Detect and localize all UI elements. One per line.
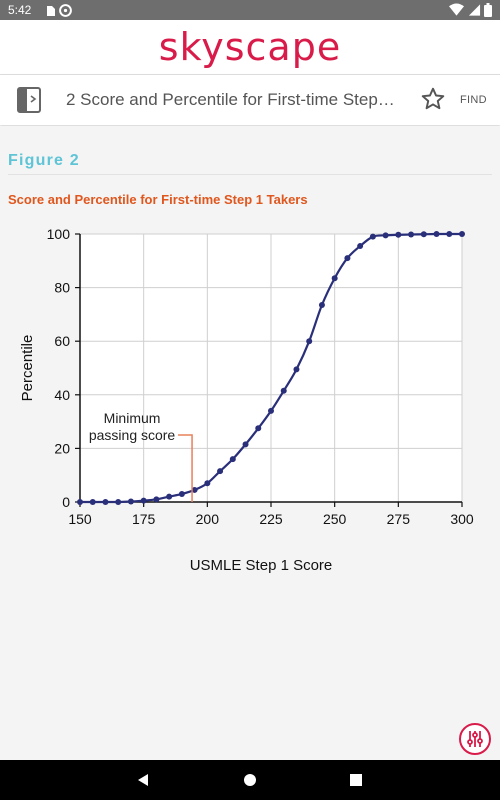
signal-icon <box>468 4 480 16</box>
back-button[interactable] <box>136 773 150 787</box>
data-point <box>318 302 325 309</box>
data-point <box>153 496 160 503</box>
x-tick-label: 275 <box>387 511 411 527</box>
y-tick-label: 0 <box>62 494 70 510</box>
data-point <box>268 407 274 414</box>
content-area: Figure 2 Score and Percentile for First-… <box>0 126 500 760</box>
data-point <box>77 499 83 505</box>
y-tick-label: 80 <box>54 280 70 296</box>
y-tick-label: 20 <box>54 440 70 456</box>
x-tick-label: 150 <box>68 511 92 527</box>
annotation-leader <box>178 434 193 502</box>
figure-divider <box>8 174 492 175</box>
data-point <box>382 232 389 239</box>
data-point <box>357 243 364 250</box>
data-point <box>344 255 351 262</box>
data-point <box>280 387 287 394</box>
data-point <box>217 468 224 475</box>
data-point <box>255 425 262 432</box>
y-tick-label: 40 <box>54 387 70 403</box>
status-bar: 5:42 <box>0 0 500 20</box>
data-point <box>166 493 173 500</box>
data-point <box>420 231 427 238</box>
data-point <box>89 499 96 505</box>
toolbar: 2 Score and Percentile for First-time St… <box>0 75 500 125</box>
data-point <box>229 456 236 463</box>
data-point <box>306 338 313 345</box>
y-axis-label: Percentile <box>19 335 36 402</box>
figure-heading: Figure 2 <box>8 152 80 169</box>
figure-caption: Score and Percentile for First-time Step… <box>8 192 308 207</box>
star-icon[interactable] <box>420 86 446 112</box>
data-point <box>408 231 415 238</box>
data-point <box>102 499 109 505</box>
data-point <box>433 231 440 237</box>
data-point <box>369 233 376 240</box>
skyscape-logo: skyscape <box>158 25 342 69</box>
home-button[interactable] <box>243 773 257 787</box>
chart-axis-labels: USMLE Step 1 Score Percentile <box>19 335 332 574</box>
y-tick-label: 60 <box>54 333 70 349</box>
find-button[interactable]: FIND <box>460 94 487 106</box>
recents-button[interactable] <box>350 774 362 786</box>
data-point <box>395 231 402 238</box>
x-tick-label: 175 <box>132 511 156 527</box>
data-point <box>191 486 198 493</box>
x-tick-label: 300 <box>450 511 474 527</box>
data-point <box>115 499 122 505</box>
annotation-text-line1: Minimum <box>104 410 161 426</box>
chart-grid <box>79 233 463 503</box>
sync-icon <box>59 4 73 18</box>
data-point <box>127 498 134 505</box>
annotation-text-line2: passing score <box>89 427 176 443</box>
filter-settings-button[interactable] <box>458 722 492 756</box>
status-left-icons <box>44 3 73 18</box>
wifi-icon <box>449 3 465 16</box>
status-right-icons <box>449 2 492 17</box>
data-point <box>446 231 453 237</box>
y-tick-label: 100 <box>47 226 71 242</box>
data-point <box>459 231 465 237</box>
data-point <box>242 441 249 448</box>
system-nav-bar <box>0 760 500 800</box>
x-tick-label: 250 <box>323 511 347 527</box>
status-time: 5:42 <box>8 3 32 17</box>
brand-bar: skyscape <box>0 20 500 75</box>
battery-icon <box>484 2 492 17</box>
x-tick-label: 200 <box>196 511 220 527</box>
chart-series <box>77 231 465 505</box>
data-point <box>178 490 185 497</box>
x-axis-label: USMLE Step 1 Score <box>190 557 333 574</box>
chart-ticks: 150 175 200 225 250 275 300 0 20 40 60 80 100 <box>47 226 474 527</box>
data-point <box>331 275 338 282</box>
percentile-chart: 150 175 200 225 250 275 300 0 20 40 60 80 100 Minimu… <box>19 226 474 574</box>
data-point <box>204 480 211 487</box>
sd-card-icon <box>47 5 55 16</box>
data-point <box>140 497 147 504</box>
chapter-title: 2 Score and Percentile for First-time St… <box>66 90 395 109</box>
x-tick-label: 225 <box>259 511 283 527</box>
data-point <box>293 366 300 373</box>
book-icon[interactable] <box>17 87 41 113</box>
